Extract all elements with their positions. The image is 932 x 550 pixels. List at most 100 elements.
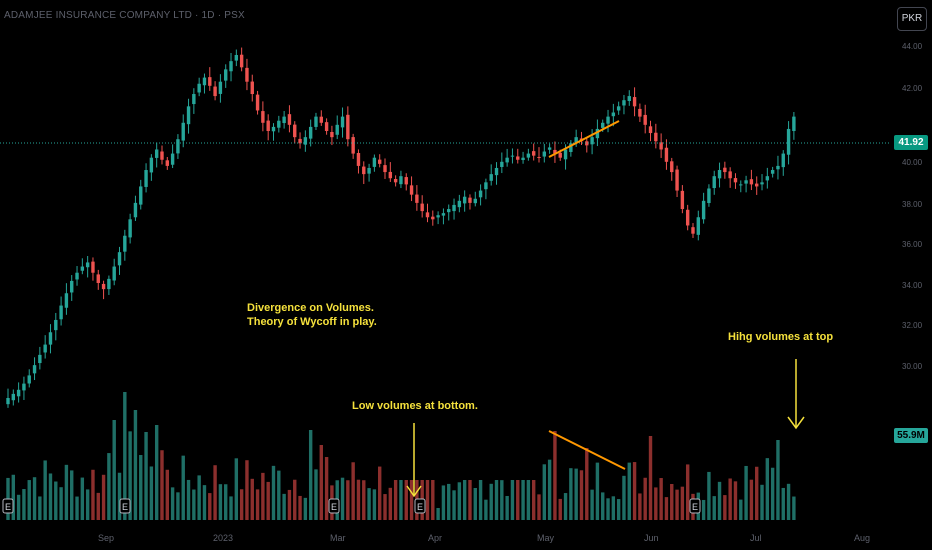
volume-bar (500, 480, 504, 520)
earnings-marker-label: E (692, 502, 698, 512)
volume-bar (680, 486, 685, 520)
candle-body (11, 393, 16, 401)
candle-body (399, 176, 403, 185)
last-price-tag: 41.92 (894, 135, 928, 150)
volume-bar (308, 430, 313, 520)
candle-body (701, 200, 706, 220)
volume-bar (770, 467, 775, 520)
candle-body (91, 261, 95, 273)
volume-bars (6, 392, 796, 520)
candle-body (670, 161, 674, 173)
volume-bar (128, 431, 132, 520)
volume-bar (595, 462, 600, 520)
x-tick-label: May (537, 533, 555, 543)
candle-body (101, 283, 106, 290)
volume-bar (558, 498, 562, 520)
candle-body (420, 203, 424, 212)
volume-bar (675, 489, 679, 520)
candle-body (611, 112, 616, 117)
candle-body (32, 365, 37, 374)
volume-bar (717, 481, 722, 520)
candle-body (643, 114, 647, 125)
volume-bar (91, 469, 95, 520)
candle-body (176, 139, 180, 154)
candle-body (112, 266, 116, 281)
volume-bar (372, 489, 377, 520)
volume-bar (27, 480, 31, 520)
candle-body (80, 266, 85, 271)
volume-bar (324, 457, 329, 520)
x-tick-label: Jul (750, 533, 762, 543)
candle-body (335, 124, 339, 135)
candle-body (627, 96, 631, 102)
volume-bar (186, 479, 191, 520)
volume-bar (112, 420, 116, 520)
last-volume-tag: 55.9M (894, 428, 928, 443)
volume-bar (303, 497, 308, 520)
volume-bar (473, 487, 477, 520)
divergence-line-1: Divergence on Volumes. (247, 302, 374, 314)
x-tick-label: Sep (98, 533, 115, 543)
candle-body (542, 151, 547, 157)
candle-body (436, 215, 440, 218)
candle-body (409, 185, 414, 195)
candle-body (298, 138, 302, 144)
candle-body (749, 179, 754, 185)
candle-body (117, 252, 122, 266)
volume-bar (70, 470, 74, 520)
candle-body (192, 94, 196, 105)
volume-bar (521, 480, 525, 520)
candle-body (478, 190, 483, 198)
volume-bar (707, 471, 711, 520)
candle-body (149, 157, 154, 173)
volume-bar (239, 489, 244, 520)
volume-bar (160, 450, 164, 520)
x-tick-label: 2023 (213, 533, 234, 543)
volume-bar (48, 473, 53, 520)
candle-body (224, 69, 228, 81)
candle-body (547, 147, 552, 150)
candle-body (107, 278, 111, 290)
candle-body (638, 108, 642, 117)
candlesticks (6, 47, 796, 408)
volume-bar (622, 475, 626, 520)
y-tick-label: 40.00 (902, 158, 923, 167)
candle-body (128, 219, 132, 238)
volume-bar (149, 466, 154, 520)
volume-bar (510, 480, 515, 520)
candle-body (468, 197, 472, 203)
volume-bar (96, 492, 100, 520)
candle-body (457, 200, 462, 208)
candle-body (314, 116, 318, 127)
volume-bar (255, 489, 260, 520)
volume-bar (404, 480, 408, 520)
candle-body (165, 160, 169, 166)
volume-bar (786, 483, 791, 520)
volume-bar (383, 494, 387, 520)
volume-bar (701, 499, 706, 520)
volume-bar (176, 492, 180, 520)
candle-body (250, 81, 254, 95)
candle-body (558, 152, 562, 158)
candle-body (170, 153, 175, 165)
candle-body (494, 167, 499, 176)
candle-body (16, 389, 21, 397)
volume-bar (250, 478, 254, 520)
candle-body (526, 153, 531, 158)
currency-button[interactable]: PKR (897, 7, 927, 31)
candle-body (447, 209, 451, 213)
x-tick-label: Mar (330, 533, 346, 543)
volume-bar (489, 483, 493, 520)
candle-body (378, 159, 382, 164)
candle-body (362, 166, 366, 175)
candle-body (739, 184, 743, 186)
candle-body (261, 111, 265, 123)
candle-body (287, 114, 292, 125)
volume-bar (319, 445, 323, 520)
volume-bar (648, 436, 653, 520)
candle-body (712, 176, 716, 189)
candle-body (606, 116, 610, 124)
volume-bar (638, 493, 642, 520)
